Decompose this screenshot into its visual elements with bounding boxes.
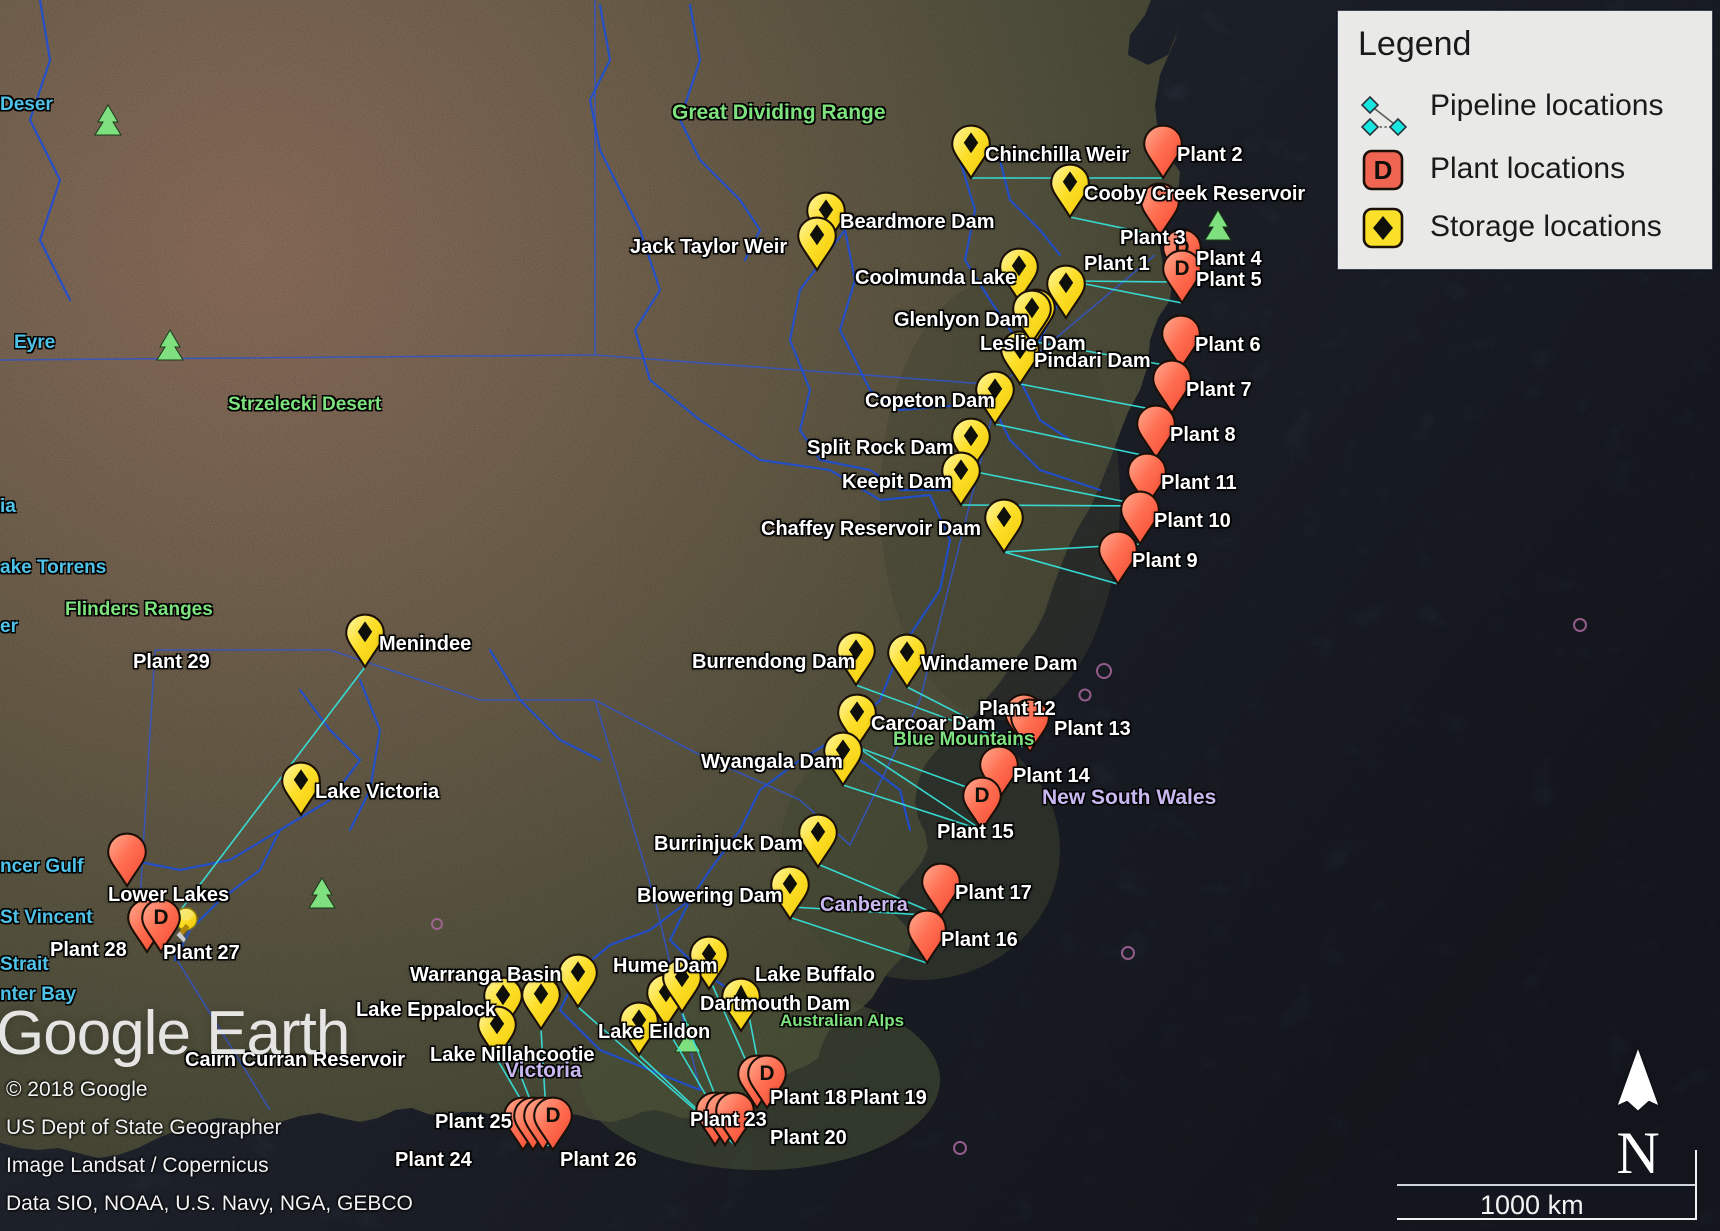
svg-text:D: D [759, 1062, 774, 1085]
svg-text:D: D [974, 784, 989, 807]
svg-text:D: D [1374, 155, 1393, 185]
svg-text:D: D [153, 906, 168, 929]
svg-text:D: D [1174, 257, 1189, 280]
svg-text:D: D [545, 1104, 560, 1127]
svg-text:N: N [1616, 1120, 1659, 1185]
